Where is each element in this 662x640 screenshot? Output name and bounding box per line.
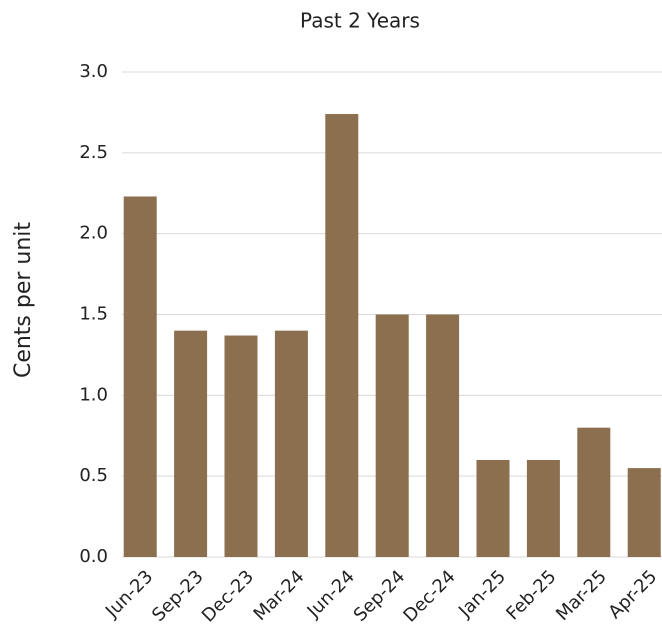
x-tick-label: Sep-24: [350, 566, 410, 626]
x-tick-label: Jan-25: [454, 566, 510, 622]
x-tick-label: Dec-24: [399, 566, 459, 626]
bar: [476, 460, 510, 557]
x-tick-label: Jun-23: [101, 566, 157, 622]
x-tick-label: Dec-23: [198, 566, 258, 626]
y-tick-label: 1.0: [79, 384, 108, 405]
y-tick-label: 3.0: [79, 61, 108, 82]
chart-title: Past 2 Years: [300, 9, 420, 33]
bar: [123, 196, 157, 557]
y-tick-label: 2.0: [79, 223, 108, 244]
bar: [627, 468, 661, 557]
bar: [375, 314, 409, 557]
x-tick-label: Apr-25: [604, 566, 661, 623]
y-axis-label: Cents per unit: [11, 222, 36, 378]
bar: [274, 330, 308, 557]
y-tick-label: 1.5: [79, 304, 108, 325]
x-tick-label: Mar-24: [250, 566, 309, 625]
y-tick-label: 0.5: [79, 465, 108, 486]
x-tick-label: Feb-25: [502, 566, 560, 624]
bar: [325, 114, 359, 558]
x-tick-label: Sep-23: [148, 566, 208, 626]
y-tick-label: 0.0: [79, 546, 108, 567]
bar: [174, 330, 208, 557]
bar: [426, 314, 460, 557]
bar: [577, 427, 611, 557]
x-tick-label: Mar-25: [552, 566, 611, 625]
x-tick-label: Jun-24: [303, 566, 359, 622]
bar: [526, 460, 560, 557]
y-tick-label: 2.5: [79, 142, 108, 163]
bar: [224, 335, 258, 557]
